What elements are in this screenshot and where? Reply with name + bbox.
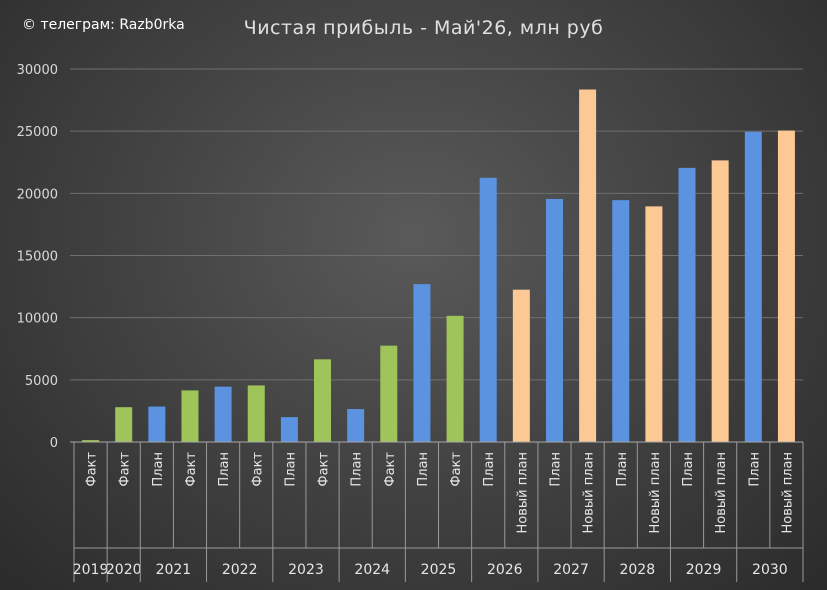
chart-title: Чистая прибыль - Май'26, млн руб (243, 17, 604, 39)
year-label: 2030 (752, 562, 788, 578)
bar (479, 177, 497, 442)
bar (744, 131, 762, 442)
bar (347, 409, 365, 442)
category-label: Факт (118, 452, 133, 487)
category-label: Новый план (780, 452, 795, 534)
category-label: План (350, 452, 365, 487)
y-tick-label: 10000 (17, 312, 58, 327)
year-label: 2027 (553, 562, 589, 578)
category-label: План (283, 452, 298, 487)
category-label: Факт (250, 452, 265, 487)
y-tick-label: 20000 (17, 187, 58, 202)
bar (214, 386, 232, 442)
bar (380, 345, 398, 442)
bar (645, 206, 663, 442)
category-label: Новый план (582, 452, 597, 534)
category-label: Факт (383, 452, 398, 487)
year-label: 2029 (686, 562, 722, 578)
year-label: 2023 (288, 562, 324, 578)
category-label: План (747, 452, 762, 487)
bar (612, 200, 630, 442)
category-label: Новый план (648, 452, 663, 534)
bar (545, 198, 563, 442)
category-label: Факт (85, 452, 100, 487)
bar (247, 385, 265, 442)
y-tick-label: 30000 (17, 63, 58, 78)
category-label: План (151, 452, 166, 487)
category-label: План (615, 452, 630, 487)
bar (446, 315, 464, 442)
bar (181, 390, 199, 442)
category-label: План (416, 452, 431, 487)
bar (777, 130, 795, 443)
year-label: 2025 (421, 562, 457, 578)
category-label: Факт (317, 452, 332, 487)
category-label: Факт (449, 452, 464, 487)
year-label: 2028 (619, 562, 655, 578)
year-label: 2020 (106, 562, 142, 578)
bar (115, 407, 133, 442)
category-label: Новый план (714, 452, 729, 534)
bar (82, 440, 100, 442)
year-label: 2024 (354, 562, 390, 578)
y-tick-label: 25000 (17, 125, 58, 140)
bar (579, 89, 597, 442)
category-label: План (217, 452, 232, 487)
year-label: 2019 (73, 562, 109, 578)
year-label: 2022 (222, 562, 258, 578)
y-tick-label: 5000 (25, 374, 58, 389)
bar (314, 359, 332, 442)
y-tick-label: 0 (50, 436, 58, 451)
bar (413, 284, 431, 442)
category-label: Новый план (515, 452, 530, 534)
watermark: © телеграм: Razb0rka (22, 17, 185, 33)
y-tick-label: 15000 (17, 250, 58, 265)
bar (711, 160, 729, 442)
bar (280, 417, 298, 442)
category-label: Факт (184, 452, 199, 487)
bar (678, 167, 696, 442)
category-label: План (681, 452, 696, 487)
category-label: План (548, 452, 563, 487)
bar (512, 289, 530, 442)
year-label: 2021 (156, 562, 192, 578)
bar (148, 406, 166, 442)
category-label: План (482, 452, 497, 487)
year-label: 2026 (487, 562, 523, 578)
